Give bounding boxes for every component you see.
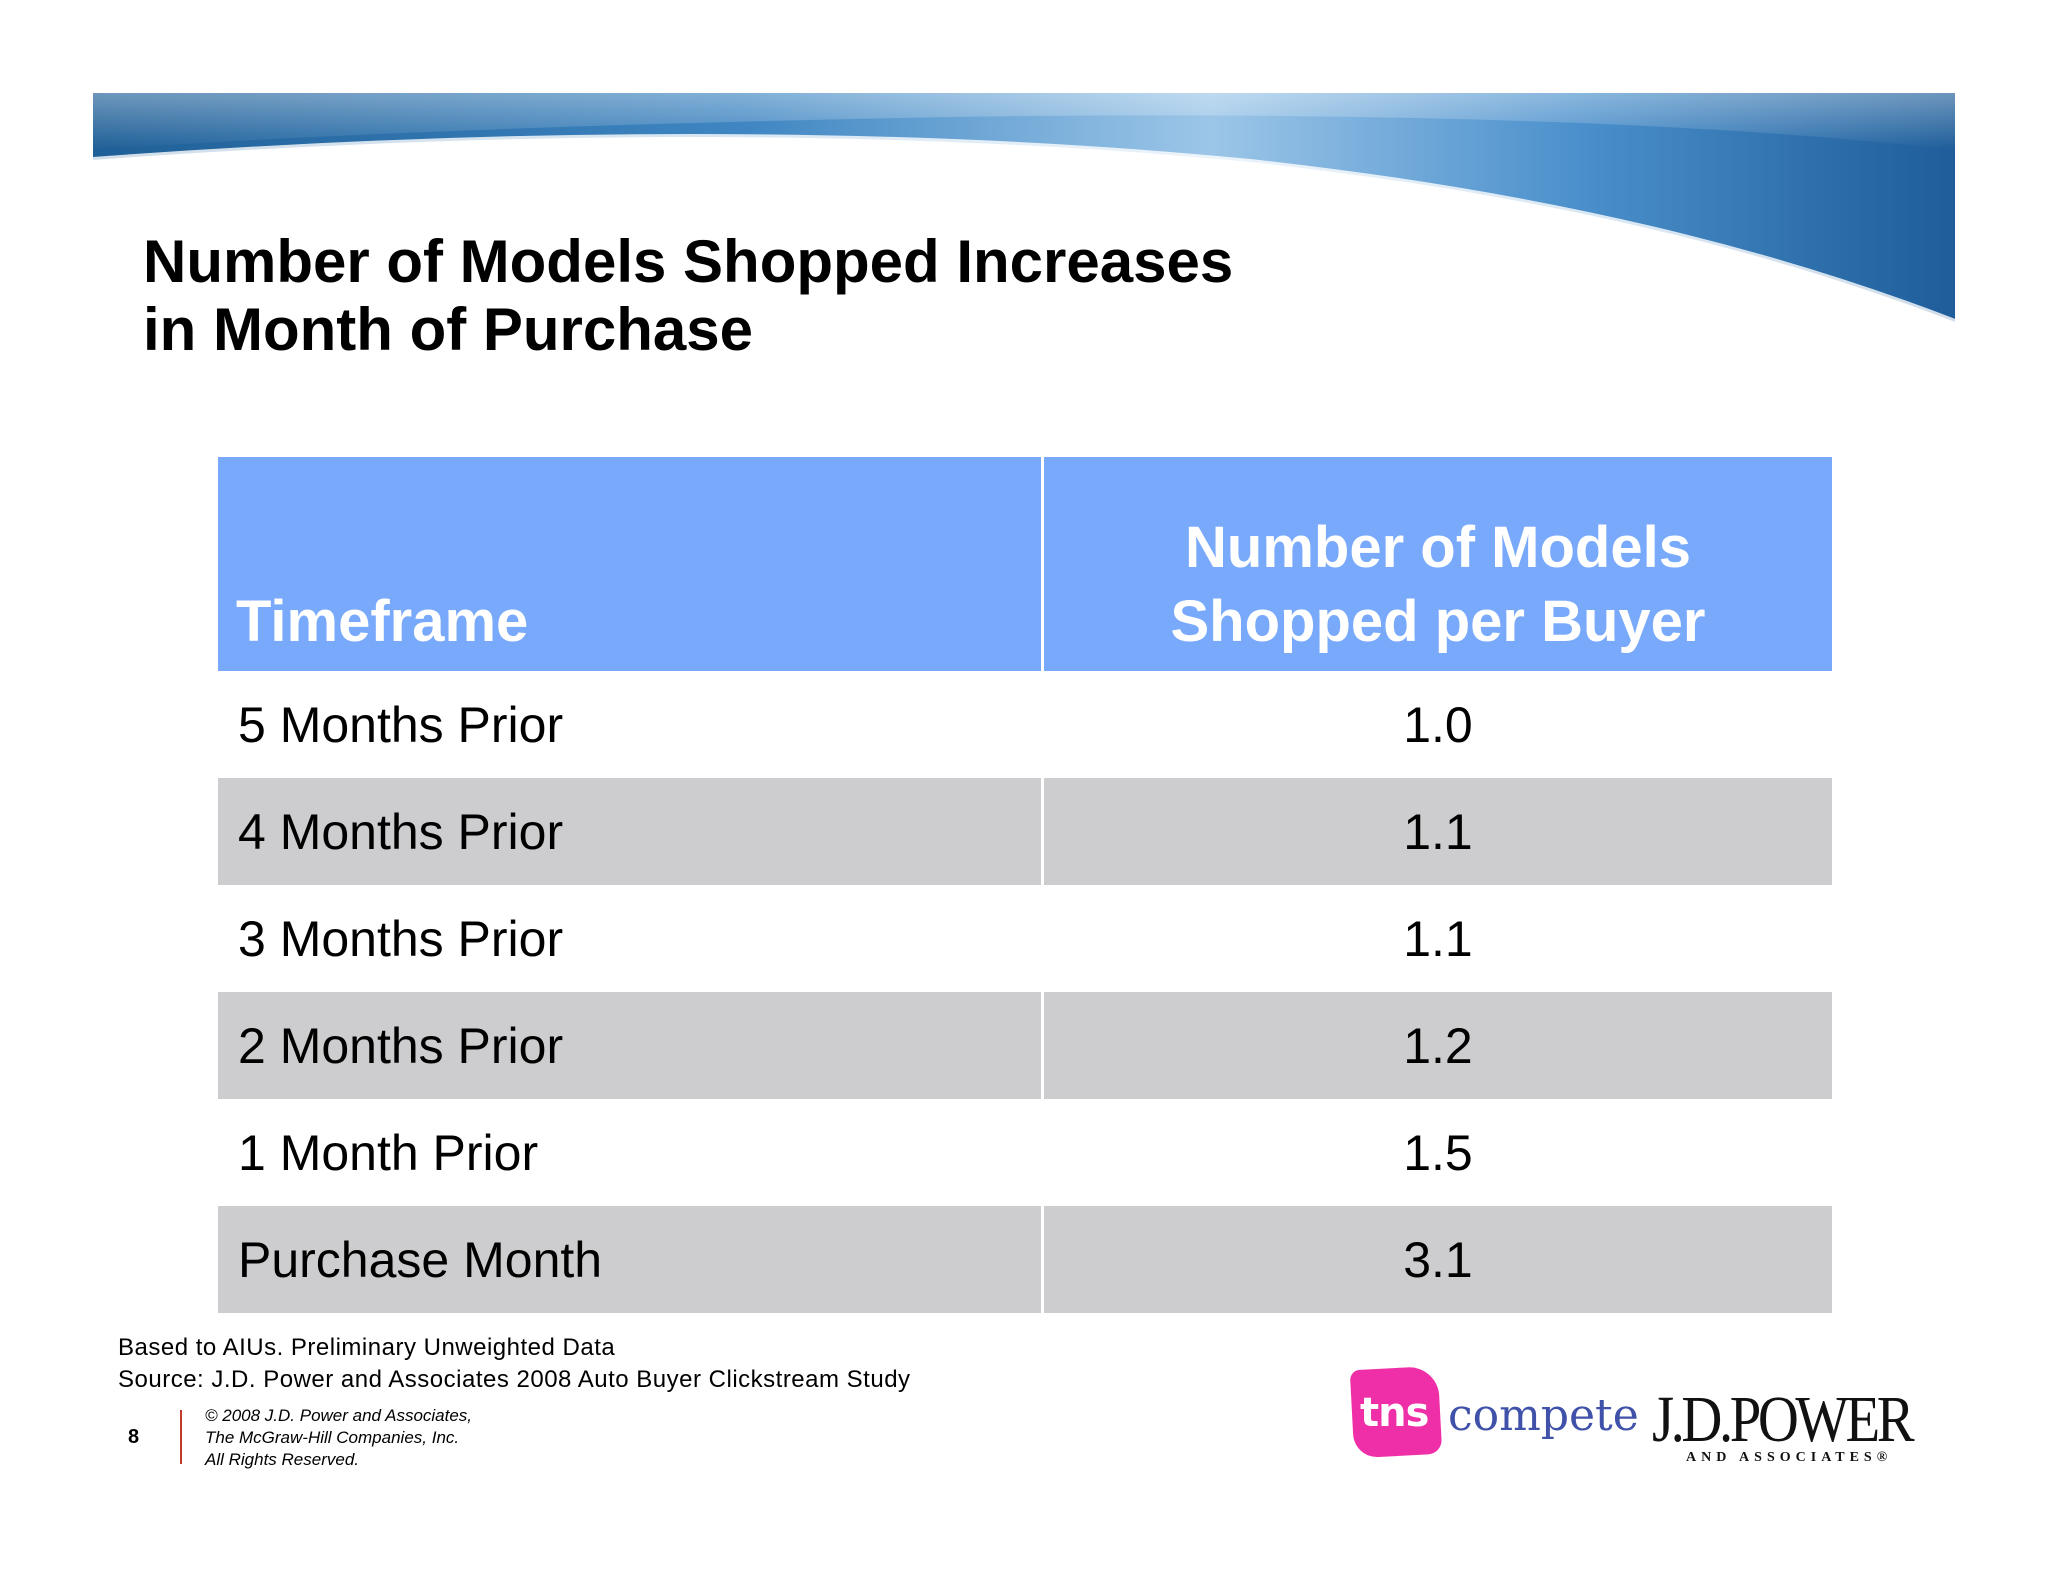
compete-logo-text: compete xyxy=(1448,1390,1639,1441)
header-models-per-buyer: Number of Models Shopped per Buyer xyxy=(1042,457,1832,671)
table-row: 2 Months Prior 1.2 xyxy=(218,992,1832,1099)
row-timeframe: 2 Months Prior xyxy=(218,992,1044,1099)
row-timeframe: 3 Months Prior xyxy=(218,885,1044,992)
row-value: 1.1 xyxy=(1403,910,1473,967)
jdpower-logo-subtext: AND ASSOCIATES® xyxy=(1686,1450,1893,1465)
slide-title-line1: Number of Models Shopped Increases xyxy=(143,228,1234,295)
header-banner xyxy=(92,93,1957,325)
copyright-line2: The McGraw-Hill Companies, Inc. xyxy=(205,1428,460,1447)
tns-logo-text: tns xyxy=(1360,1390,1429,1436)
table-header-row: Timeframe Number of Models Shopped per B… xyxy=(218,457,1832,671)
slide-title: Number of Models Shopped Increases in Mo… xyxy=(143,228,1233,364)
table-row: 5 Months Prior 1.0 xyxy=(218,671,1832,778)
row-timeframe: Purchase Month xyxy=(218,1206,1044,1313)
copyright-notice: © 2008 J.D. Power and Associates, The Mc… xyxy=(205,1405,472,1471)
row-value: 1.5 xyxy=(1403,1124,1473,1181)
page-number: 8 xyxy=(128,1426,140,1448)
footer-divider xyxy=(180,1410,182,1464)
copyright-line3: All Rights Reserved. xyxy=(205,1450,360,1469)
footnote-source: Source: J.D. Power and Associates 2008 A… xyxy=(118,1366,911,1393)
copyright-line1: © 2008 J.D. Power and Associates, xyxy=(205,1406,473,1425)
row-timeframe: 5 Months Prior xyxy=(218,671,1044,778)
jdpower-logo: J.D.POWER AND ASSOCIATES® xyxy=(1652,1383,1915,1466)
header-models-line1: Number of Models xyxy=(1185,515,1691,580)
jdpower-logo-text: J.D.POWER xyxy=(1652,1383,1915,1456)
header-timeframe: Timeframe xyxy=(218,457,1044,671)
table-row: 1 Month Prior 1.5 xyxy=(218,1099,1832,1206)
row-value: 1.0 xyxy=(1403,696,1473,753)
footnote-basis: Based to AIUs. Preliminary Unweighted Da… xyxy=(118,1334,616,1361)
table-row: 4 Months Prior 1.1 xyxy=(218,778,1832,885)
header-models-line2: Shopped per Buyer xyxy=(1170,589,1706,654)
row-value: 1.2 xyxy=(1042,992,1832,1099)
row-timeframe: 4 Months Prior xyxy=(218,778,1044,885)
models-shopped-table: Timeframe Number of Models Shopped per B… xyxy=(218,457,1832,1313)
slide-title-line2: in Month of Purchase xyxy=(143,296,754,363)
table-row: 3 Months Prior 1.1 xyxy=(218,885,1832,992)
row-value: 3.1 xyxy=(1042,1206,1832,1313)
row-value: 1.1 xyxy=(1042,778,1832,885)
table-row: Purchase Month 3.1 xyxy=(218,1206,1832,1313)
row-timeframe: 1 Month Prior xyxy=(218,1099,1044,1206)
